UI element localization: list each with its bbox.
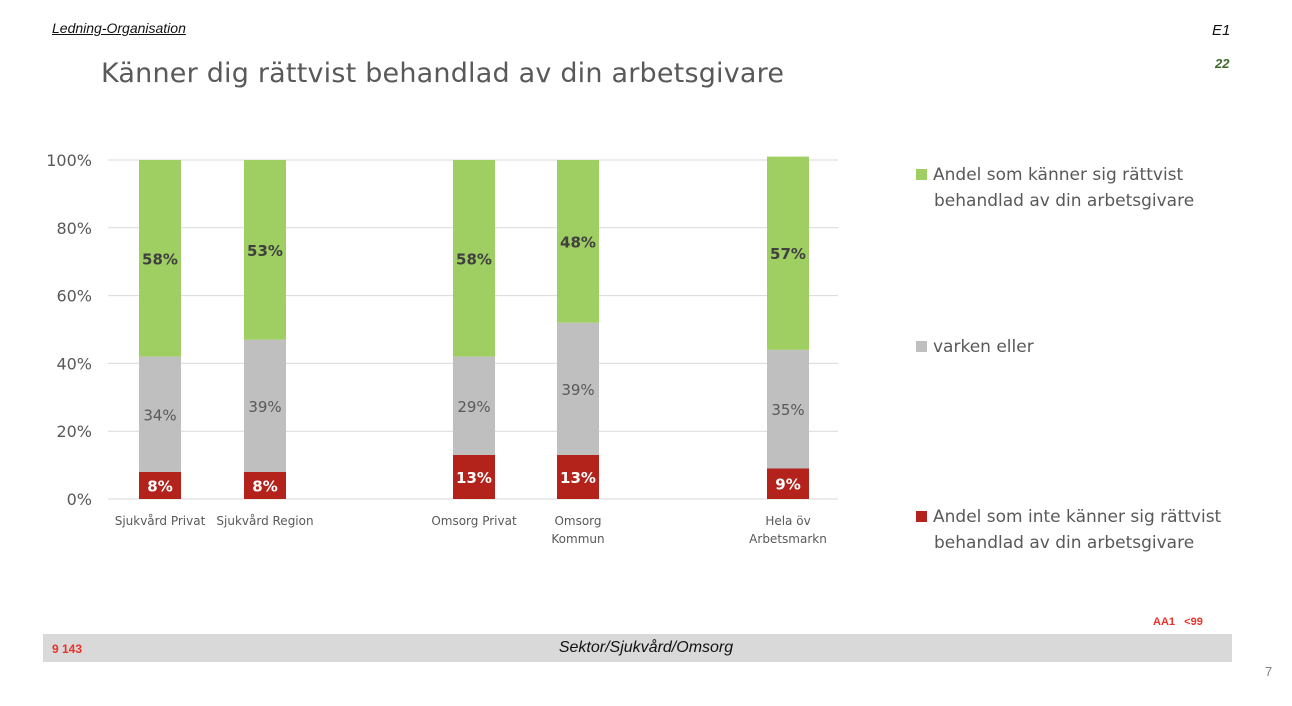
data-label-positive: 53%: [247, 242, 283, 260]
bar-segment-neutral: [767, 349, 809, 469]
data-label-negative: 13%: [456, 469, 492, 487]
legend-swatch-positive: [916, 169, 927, 180]
data-label-negative: 8%: [252, 477, 277, 495]
x-tick-label: Kommun: [551, 532, 604, 546]
question-number: 22: [1215, 56, 1230, 71]
legend-swatch-negative: [916, 511, 927, 522]
x-tick-label: Omsorg Privat: [431, 514, 517, 528]
data-label-neutral: 39%: [561, 381, 594, 399]
x-tick-label: Sjukvård Privat: [115, 514, 206, 528]
section-label: Ledning-Organisation: [52, 20, 186, 36]
y-tick-label: 0%: [67, 490, 92, 509]
legend-item-positive: Andel som känner sig rättvist behandlad …: [916, 162, 1194, 214]
bar-segment-negative: [767, 468, 809, 499]
page-number: 7: [1265, 664, 1273, 679]
respondent-count: 9 143: [52, 642, 83, 656]
legend-label-negative-line1: Andel som inte känner sig rättvist: [933, 507, 1222, 527]
data-label-positive: 58%: [456, 250, 492, 268]
y-tick-label: 60%: [56, 287, 92, 306]
legend-label-positive-line1: Andel som känner sig rättvist: [933, 165, 1184, 185]
bar-segment-positive: [557, 160, 599, 323]
bar-segment-positive: [767, 156, 809, 350]
bar-segment-negative: [557, 454, 599, 499]
data-label-neutral: 34%: [143, 406, 176, 424]
bar-segment-negative: [453, 454, 495, 499]
data-label-neutral: 39%: [248, 398, 281, 416]
data-label-positive: 48%: [560, 233, 596, 251]
bar-segment-negative: [139, 471, 181, 499]
bar-segment-neutral: [244, 339, 286, 472]
x-tick-label: Sjukvård Region: [216, 514, 313, 528]
x-tick-label: Hela öv: [765, 514, 810, 528]
footer-bar: [43, 634, 1232, 662]
data-label-negative: 8%: [147, 477, 172, 495]
y-tick-label: 100%: [46, 151, 92, 170]
footer-codes: AA1 <99: [1153, 616, 1203, 628]
data-label-neutral: 35%: [771, 401, 804, 419]
data-label-negative: 13%: [560, 469, 596, 487]
y-tick-label: 20%: [56, 422, 92, 441]
bar-segment-neutral: [453, 356, 495, 455]
legend-item-neutral: varken eller: [916, 334, 1034, 360]
data-label-positive: 58%: [142, 250, 178, 268]
legend-swatch-neutral: [916, 341, 927, 352]
legend-label-positive-line2: behandlad av din arbetsgivare: [934, 191, 1195, 211]
footer-title: Sektor/Sjukvård/Omsorg: [558, 639, 734, 656]
chart-title: Känner dig rättvist behandlad av din arb…: [101, 58, 785, 89]
bar-segment-neutral: [139, 356, 181, 472]
legend-label-negative-line2: behandlad av din arbetsgivare: [934, 533, 1195, 553]
x-tick-label: Omsorg: [554, 514, 601, 528]
bar-segment-positive: [139, 160, 181, 357]
data-label-neutral: 29%: [457, 398, 490, 416]
legend-label-neutral: varken eller: [933, 337, 1034, 357]
legend-item-negative: Andel som inte känner sig rättvist behan…: [916, 504, 1221, 556]
bar-segment-positive: [244, 160, 286, 340]
bar-segment-positive: [453, 160, 495, 357]
question-code: E1: [1212, 22, 1231, 39]
data-label-negative: 9%: [775, 476, 800, 494]
data-label-positive: 57%: [770, 245, 806, 263]
bar-segment-neutral: [557, 322, 599, 455]
y-tick-label: 40%: [56, 354, 92, 373]
bar-segment-negative: [244, 471, 286, 499]
y-tick-label: 80%: [56, 219, 92, 238]
x-tick-label: Arbetsmarkn: [749, 532, 827, 546]
